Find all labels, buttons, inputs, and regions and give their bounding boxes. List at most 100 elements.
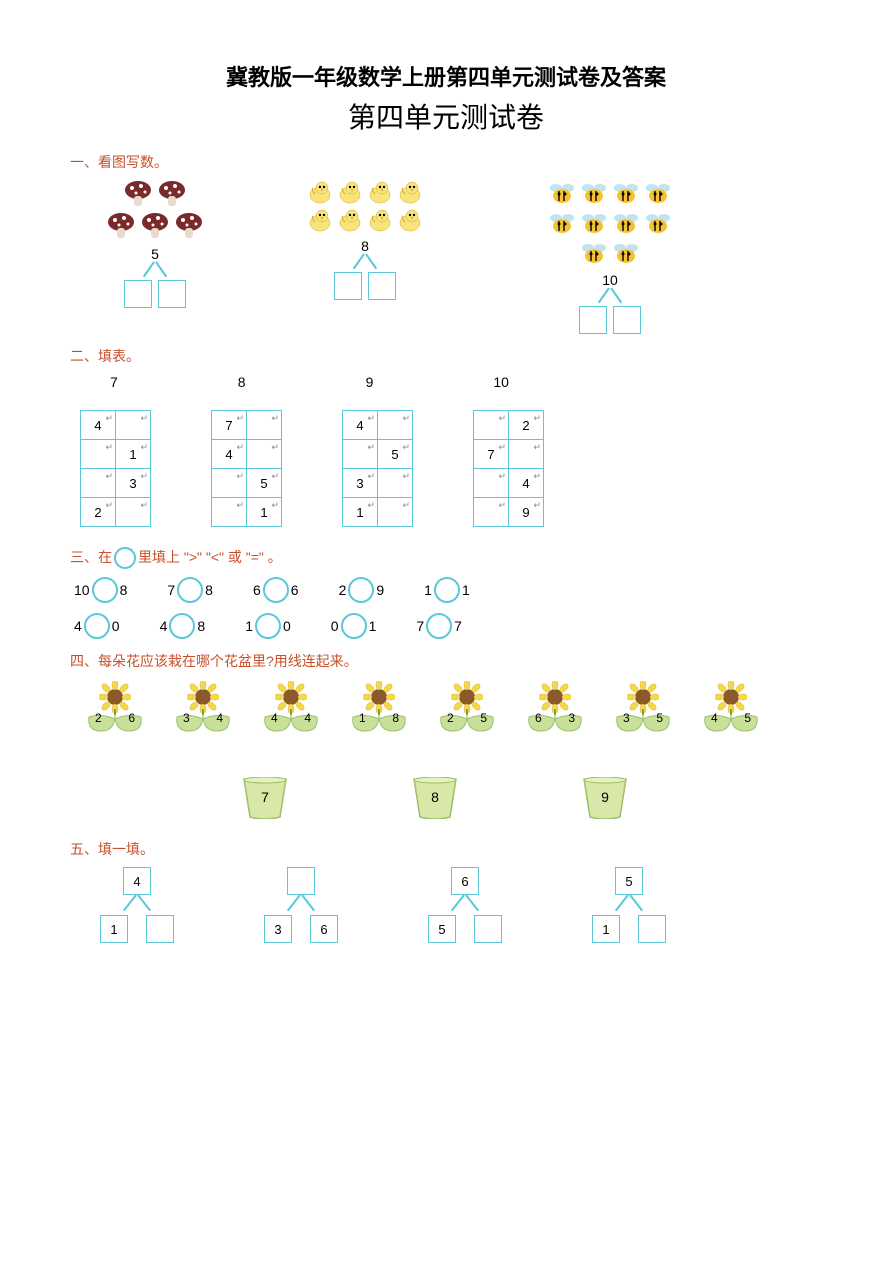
chick-icon bbox=[367, 180, 393, 206]
leaf-numbers: 34 bbox=[175, 711, 231, 725]
tree-right-box[interactable]: 6 bbox=[310, 915, 338, 943]
tree-top-box[interactable]: 5 bbox=[615, 867, 643, 895]
compare-circle[interactable] bbox=[341, 613, 367, 639]
table-cell[interactable]: ↵ bbox=[378, 411, 413, 440]
compare-circle[interactable] bbox=[434, 577, 460, 603]
table-cell[interactable]: 4↵ bbox=[81, 411, 116, 440]
compare-circle[interactable] bbox=[169, 613, 195, 639]
answer-box[interactable] bbox=[613, 306, 641, 334]
number-tree: 36 bbox=[264, 867, 338, 943]
table-cell[interactable]: 7↵ bbox=[212, 411, 247, 440]
flower[interactable]: 18 bbox=[344, 681, 414, 747]
answer-box[interactable] bbox=[124, 280, 152, 308]
tree-right-box[interactable] bbox=[146, 915, 174, 943]
table-cell[interactable]: ↵ bbox=[212, 498, 247, 527]
table-cell[interactable]: ↵ bbox=[116, 498, 151, 527]
mushroom-icon bbox=[123, 180, 153, 210]
table-cell[interactable]: ↵ bbox=[81, 440, 116, 469]
table-cell[interactable]: 1↵ bbox=[343, 498, 378, 527]
table-cell[interactable]: 2↵ bbox=[81, 498, 116, 527]
flower-pot[interactable]: 7 bbox=[240, 777, 290, 819]
answer-box[interactable] bbox=[579, 306, 607, 334]
fill-table: 7↵↵4↵↵↵5↵↵1↵ bbox=[211, 410, 282, 527]
table-cell[interactable]: ↵ bbox=[212, 469, 247, 498]
split-lines bbox=[580, 288, 640, 306]
section4-pots: 7 8 9 bbox=[70, 777, 822, 819]
table-cell[interactable]: ↵ bbox=[116, 411, 151, 440]
flower[interactable]: 34 bbox=[168, 681, 238, 747]
table-cell[interactable]: 1↵ bbox=[247, 498, 282, 527]
table-cell[interactable]: 7↵ bbox=[474, 440, 509, 469]
table-cell[interactable]: ↵ bbox=[247, 440, 282, 469]
answer-box[interactable] bbox=[368, 272, 396, 300]
section4-label: 四、每朵花应该栽在哪个花盆里?用线连起来。 bbox=[70, 651, 822, 671]
tree-left-box[interactable]: 1 bbox=[592, 915, 620, 943]
chick-icon bbox=[307, 180, 333, 206]
answer-boxes bbox=[579, 306, 641, 334]
table-cell[interactable]: ↵ bbox=[509, 440, 544, 469]
table-cell[interactable]: 2↵ bbox=[509, 411, 544, 440]
section4-flowers: 26 34 44 18 25 63 35 45 bbox=[70, 681, 822, 747]
flower[interactable]: 44 bbox=[256, 681, 326, 747]
table-cell[interactable]: ↵ bbox=[81, 469, 116, 498]
tree-top-box[interactable]: 6 bbox=[451, 867, 479, 895]
section5-label: 五、填一填。 bbox=[70, 839, 822, 859]
answer-box[interactable] bbox=[158, 280, 186, 308]
tree-left-box[interactable]: 5 bbox=[428, 915, 456, 943]
compare-right: 8 bbox=[197, 618, 205, 634]
split-lines bbox=[125, 262, 185, 280]
table-cell[interactable]: ↵ bbox=[247, 411, 282, 440]
circle-icon bbox=[114, 547, 136, 569]
tree-lines bbox=[430, 895, 500, 915]
table-cell[interactable]: ↵ bbox=[378, 498, 413, 527]
section2-headers: 78910 bbox=[70, 374, 822, 390]
compare-circle[interactable] bbox=[84, 613, 110, 639]
tree-right-box[interactable] bbox=[474, 915, 502, 943]
number-tree: 41 bbox=[100, 867, 174, 943]
compare-circle[interactable] bbox=[255, 613, 281, 639]
table-cell[interactable]: 1↵ bbox=[116, 440, 151, 469]
pot-number: 7 bbox=[240, 789, 290, 805]
compare-circle[interactable] bbox=[92, 577, 118, 603]
table-cell[interactable]: 5↵ bbox=[378, 440, 413, 469]
section3-row2: 4048100177 bbox=[70, 613, 822, 639]
bee-icon bbox=[644, 210, 672, 238]
flower[interactable]: 63 bbox=[520, 681, 590, 747]
compare-circle[interactable] bbox=[177, 577, 203, 603]
table-cell[interactable]: ↵ bbox=[378, 469, 413, 498]
chick-icon bbox=[307, 208, 333, 234]
compare-item: 40 bbox=[74, 613, 120, 639]
table-cell[interactable]: 4↵ bbox=[343, 411, 378, 440]
answer-box[interactable] bbox=[334, 272, 362, 300]
tree-left-box[interactable]: 3 bbox=[264, 915, 292, 943]
flower[interactable]: 25 bbox=[432, 681, 502, 747]
tree-lines bbox=[266, 895, 336, 915]
compare-circle[interactable] bbox=[426, 613, 452, 639]
table-cell[interactable]: ↵ bbox=[474, 498, 509, 527]
tree-top-box[interactable]: 4 bbox=[123, 867, 151, 895]
table-cell[interactable]: ↵ bbox=[343, 440, 378, 469]
flower[interactable]: 26 bbox=[80, 681, 150, 747]
table-cell[interactable]: 5↵ bbox=[247, 469, 282, 498]
leaf-numbers: 45 bbox=[703, 711, 759, 725]
flower[interactable]: 45 bbox=[696, 681, 766, 747]
flower-pot[interactable]: 8 bbox=[410, 777, 460, 819]
section2-label: 二、填表。 bbox=[70, 346, 822, 366]
tree-top-box[interactable] bbox=[287, 867, 315, 895]
table-header: 8 bbox=[238, 374, 246, 390]
table-cell[interactable]: ↵ bbox=[474, 469, 509, 498]
table-cell[interactable]: 3↵ bbox=[343, 469, 378, 498]
compare-circle[interactable] bbox=[348, 577, 374, 603]
table-cell[interactable]: 3↵ bbox=[116, 469, 151, 498]
pot-number: 9 bbox=[580, 789, 630, 805]
tree-right-box[interactable] bbox=[638, 915, 666, 943]
compare-circle[interactable] bbox=[263, 577, 289, 603]
table-cell[interactable]: 4↵ bbox=[509, 469, 544, 498]
flower[interactable]: 35 bbox=[608, 681, 678, 747]
table-cell[interactable]: 9↵ bbox=[509, 498, 544, 527]
tree-left-box[interactable]: 1 bbox=[100, 915, 128, 943]
table-header: 9 bbox=[366, 374, 374, 390]
table-cell[interactable]: 4↵ bbox=[212, 440, 247, 469]
table-cell[interactable]: ↵ bbox=[474, 411, 509, 440]
flower-pot[interactable]: 9 bbox=[580, 777, 630, 819]
